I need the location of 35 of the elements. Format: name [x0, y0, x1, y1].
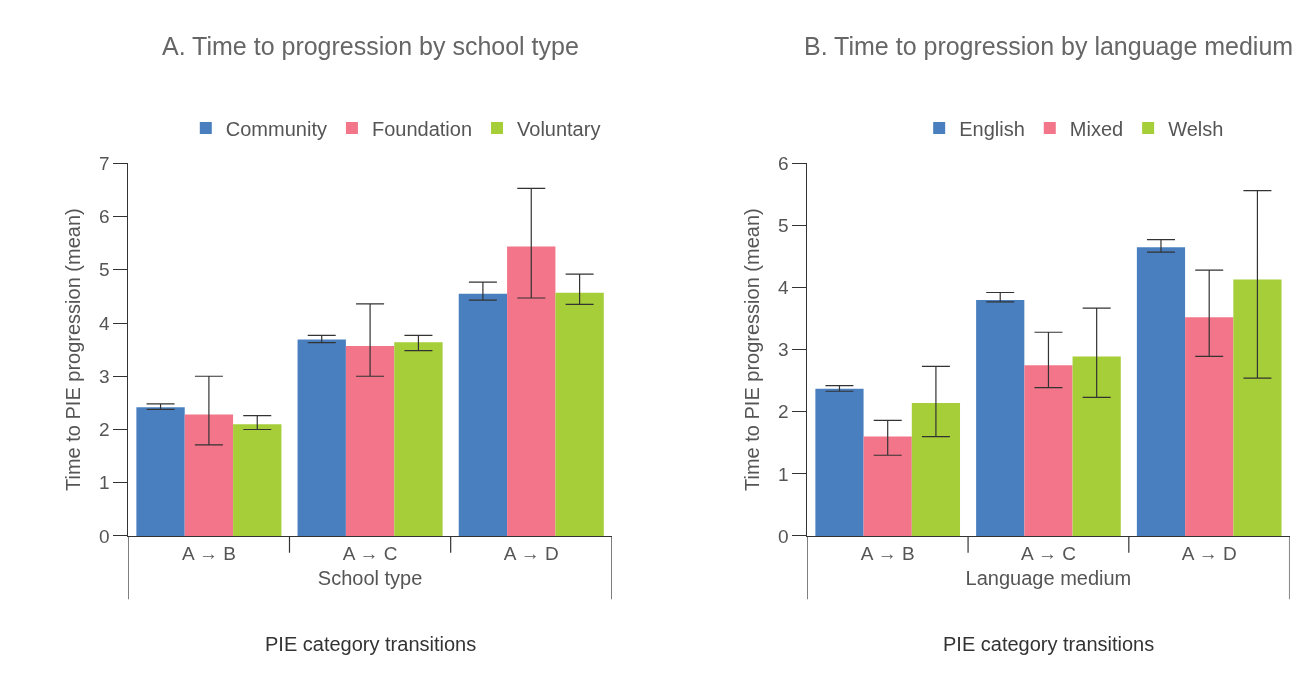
legend-label: Community [225, 117, 327, 140]
y-tick-label: 4 [777, 277, 789, 299]
x-tick-label: A → D [1181, 542, 1237, 564]
text: PIE category transitions [943, 633, 1155, 655]
y-tick-label: 7 [98, 152, 110, 174]
x-tick-label: A → B [181, 542, 236, 564]
x-axis-title: Language medium [965, 567, 1132, 590]
y-axis-title: Time to PIE progression (mean) [62, 208, 85, 491]
y-axis-title: Time to PIE progression (mean) [741, 208, 764, 491]
y-tick-label: 0 [98, 525, 110, 547]
legend-label: Foundation [371, 117, 473, 140]
y-tick-label: 2 [98, 419, 110, 441]
y-tick-label: 5 [98, 259, 110, 281]
y-tick-label: 1 [777, 463, 789, 485]
x-tick-label: A → D [503, 542, 559, 564]
y-tick-label: 2 [777, 401, 789, 423]
text: PIE category transitions [265, 633, 477, 655]
x-axis-title: School type [317, 567, 423, 590]
chart-title: B. Time to progression by language medium [804, 32, 1294, 60]
chart-title: A. Time to progression by school type [162, 32, 579, 60]
legend-label: Voluntary [517, 117, 601, 140]
legend-label: Mixed [1069, 117, 1124, 140]
y-tick-label: 6 [98, 206, 110, 228]
y-tick-label: 3 [98, 365, 110, 387]
x-tick-label: A → B [860, 542, 915, 564]
y-tick-label: 5 [777, 215, 789, 237]
legend-label: Welsh [1168, 117, 1224, 140]
y-tick-label: 1 [98, 472, 110, 494]
legend-label: English [959, 117, 1025, 140]
y-tick-label: 3 [777, 339, 789, 361]
x-tick-label: A → C [1021, 542, 1076, 564]
y-tick-label: 6 [777, 152, 789, 174]
y-tick-label: 4 [98, 312, 110, 334]
x-tick-label: A → C [342, 542, 398, 564]
y-tick-label: 0 [777, 525, 789, 547]
